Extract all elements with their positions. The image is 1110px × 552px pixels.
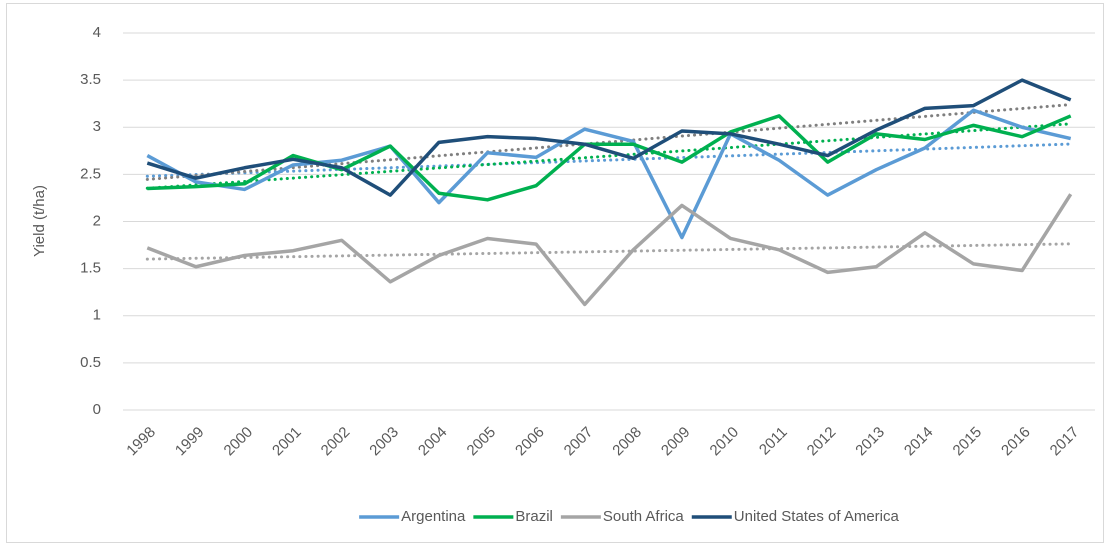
trendline — [145, 103, 1073, 181]
series-line — [146, 108, 1072, 240]
trendline — [145, 142, 1073, 178]
y-tick-label: 1.5 — [80, 260, 101, 277]
trendline — [145, 242, 1073, 261]
series-line — [146, 193, 1073, 307]
y-tick-label: 4 — [93, 24, 101, 41]
y-tick-label: 3.5 — [80, 71, 101, 88]
y-tick-label: 3 — [93, 118, 101, 135]
y-axis-label: Yield (t/ha) — [31, 185, 48, 257]
y-tick-label: 0 — [93, 401, 101, 418]
y-tick-label: 2 — [93, 212, 101, 229]
chart-frame — [6, 3, 1104, 543]
series-line — [146, 78, 1072, 197]
y-tick-label: 1 — [93, 307, 101, 324]
legend-label: Argentina — [401, 508, 466, 525]
y-tick-label: 0.5 — [80, 354, 101, 371]
trendline — [145, 122, 1073, 190]
legend-label: Brazil — [515, 508, 553, 525]
y-tick-label: 2.5 — [80, 165, 101, 182]
series-line — [147, 114, 1072, 202]
legend-label: United States of America — [734, 508, 900, 525]
legend-label: South Africa — [603, 508, 685, 525]
